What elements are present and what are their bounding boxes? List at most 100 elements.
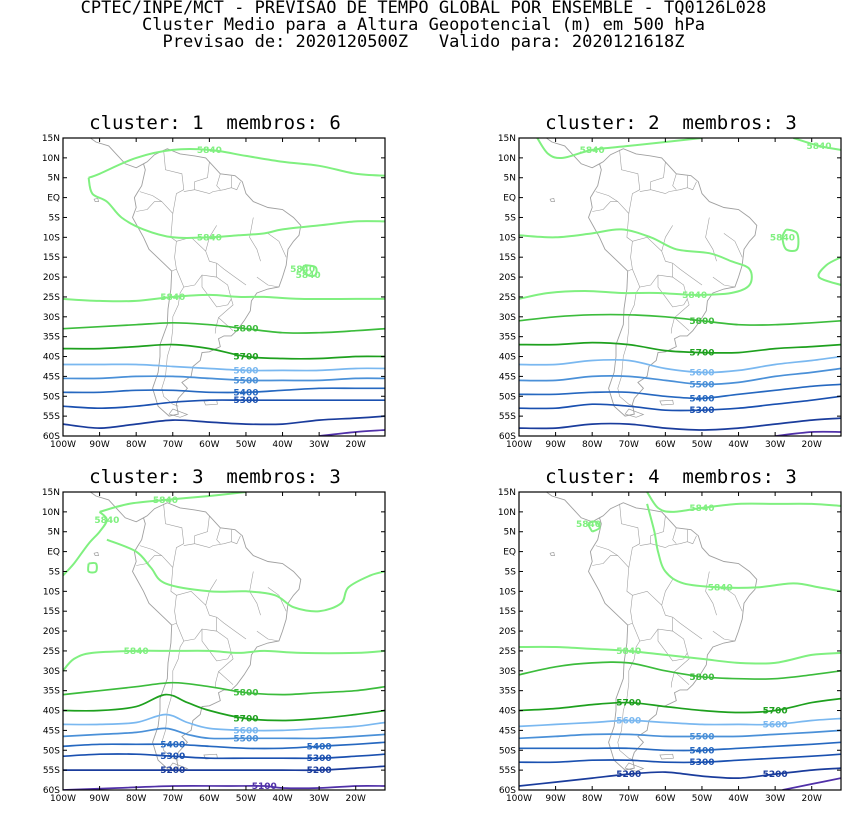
central-america-coast	[89, 492, 144, 523]
contour-line-5500	[519, 729, 841, 740]
map-content: 5840584058405840584058005700560055005400…	[63, 138, 385, 436]
contour-label: 5600	[616, 716, 641, 726]
lat-tick-label: 35S	[43, 333, 60, 343]
lon-tick-label: 40W	[728, 794, 748, 804]
contour-line-5840	[63, 511, 108, 577]
contour-line-5840	[99, 492, 247, 513]
country-border	[249, 217, 261, 262]
panel-title: cluster: 3 membros: 3	[89, 466, 341, 488]
country-border	[639, 515, 666, 546]
country-border	[672, 262, 703, 286]
contour-label: 5400	[233, 388, 258, 398]
contour-line-5300	[63, 399, 385, 410]
contour-line-5700	[519, 697, 841, 714]
lon-tick-label: 60W	[199, 794, 219, 804]
lat-tick-label: 5N	[504, 528, 516, 538]
header-line-1: CPTEC/INPE/MCT - PREVISAO DE TEMPO GLOBA…	[80, 0, 767, 18]
contour-label: 5300	[689, 406, 714, 416]
country-border	[183, 515, 210, 546]
contour-label: 5500	[233, 734, 258, 744]
country-border	[639, 161, 666, 192]
country-border	[672, 616, 703, 640]
lon-tick-label: 40W	[272, 440, 292, 450]
cluster-panel-1: cluster: 1 membros: 6 5840 5840 5840 5840 58…	[30, 112, 400, 462]
country-border	[161, 286, 185, 407]
lon-tick-label: 30W	[765, 440, 785, 450]
country-border	[136, 201, 162, 212]
contour-line-5200	[519, 767, 841, 787]
contour-label: 5300	[307, 754, 332, 764]
lat-tick-label: 60S	[499, 432, 516, 442]
contour-line-5840	[301, 264, 318, 277]
lat-tick-label: 30S	[43, 667, 60, 677]
contour-line-5600	[519, 717, 841, 728]
contour-label: 5840	[580, 146, 605, 156]
lat-tick-label: 55S	[499, 412, 516, 422]
contour-label: 5840	[770, 233, 795, 243]
country-border	[712, 276, 735, 288]
lon-tick-label: 60W	[655, 794, 675, 804]
lat-tick-label: 10S	[43, 233, 60, 243]
contour-label: 5700	[763, 707, 788, 717]
country-border	[216, 173, 221, 190]
contour-line-5100	[319, 429, 385, 436]
contour-label: 5800	[233, 325, 258, 335]
contour-label: 5400	[689, 394, 714, 404]
lat-tick-label: EQ	[47, 548, 60, 558]
lat-tick-label: 25S	[499, 293, 516, 303]
lon-tick-label: 50W	[236, 440, 256, 450]
header-line-2: Cluster Medio para a Altura Geopotencial…	[142, 15, 705, 35]
lat-tick-label: 10N	[42, 154, 60, 164]
lat-tick-label: 50S	[43, 746, 60, 756]
contour-label: 5200	[307, 766, 332, 776]
country-border	[139, 503, 185, 569]
contour-label: 5600	[763, 720, 788, 730]
lat-tick-label: 10N	[498, 508, 516, 518]
lat-tick-label: 45S	[43, 726, 60, 736]
lon-tick-label: 80W	[582, 440, 602, 450]
lat-tick-label: 5S	[49, 213, 61, 223]
lon-tick-label: 30W	[765, 794, 785, 804]
contour-line-5840	[646, 492, 841, 513]
country-border	[723, 233, 743, 258]
country-border	[626, 213, 633, 272]
country-border	[170, 567, 177, 626]
contour-label: 5840	[689, 504, 714, 514]
lat-tick-label: 35S	[499, 687, 516, 697]
country-border	[670, 671, 675, 688]
contour-line-5300	[63, 753, 385, 760]
lat-tick-label: 45S	[43, 372, 60, 382]
lon-tick-label: 90W	[89, 794, 109, 804]
panel-title: cluster: 1 membros: 6	[89, 112, 341, 134]
panel-title: cluster: 2 membros: 3	[545, 112, 797, 134]
lat-tick-label: 40S	[499, 707, 516, 717]
coastline	[588, 148, 758, 417]
country-border	[214, 317, 219, 334]
lat-tick-label: 10N	[42, 508, 60, 518]
central-america-coast	[545, 138, 600, 169]
map-content: 5840 5840 5840 5840 5800 5700 5700 5600 5600 5500…	[519, 492, 841, 790]
country-border	[201, 275, 232, 308]
contour-line-5840	[106, 538, 385, 613]
lat-tick-label: 10N	[498, 154, 516, 164]
contour-line-5800	[519, 313, 841, 326]
contour-line-5800	[63, 681, 385, 696]
contour-line-5840	[817, 256, 841, 286]
country-border	[674, 298, 690, 331]
contour-map: 5840 5840 5840 5840 5800 5700 5700 5600 5600 5500…	[498, 488, 842, 804]
contour-line-5600	[63, 363, 385, 372]
lat-tick-label: 20S	[499, 627, 516, 637]
contour-label: 5840	[296, 271, 321, 281]
coastline	[132, 502, 302, 771]
country-border	[712, 630, 735, 642]
lon-tick-label: 100W	[50, 440, 76, 450]
lon-tick-label: 100W	[506, 794, 532, 804]
lat-tick-label: 25S	[43, 293, 60, 303]
country-border	[216, 616, 247, 640]
contour-label: 5700	[233, 353, 258, 363]
contour-label: 5800	[233, 689, 258, 699]
lat-tick-label: 5N	[48, 174, 60, 184]
plot-frame	[518, 137, 842, 437]
contour-label: 5500	[689, 732, 714, 742]
lat-tick-label: 35S	[43, 687, 60, 697]
